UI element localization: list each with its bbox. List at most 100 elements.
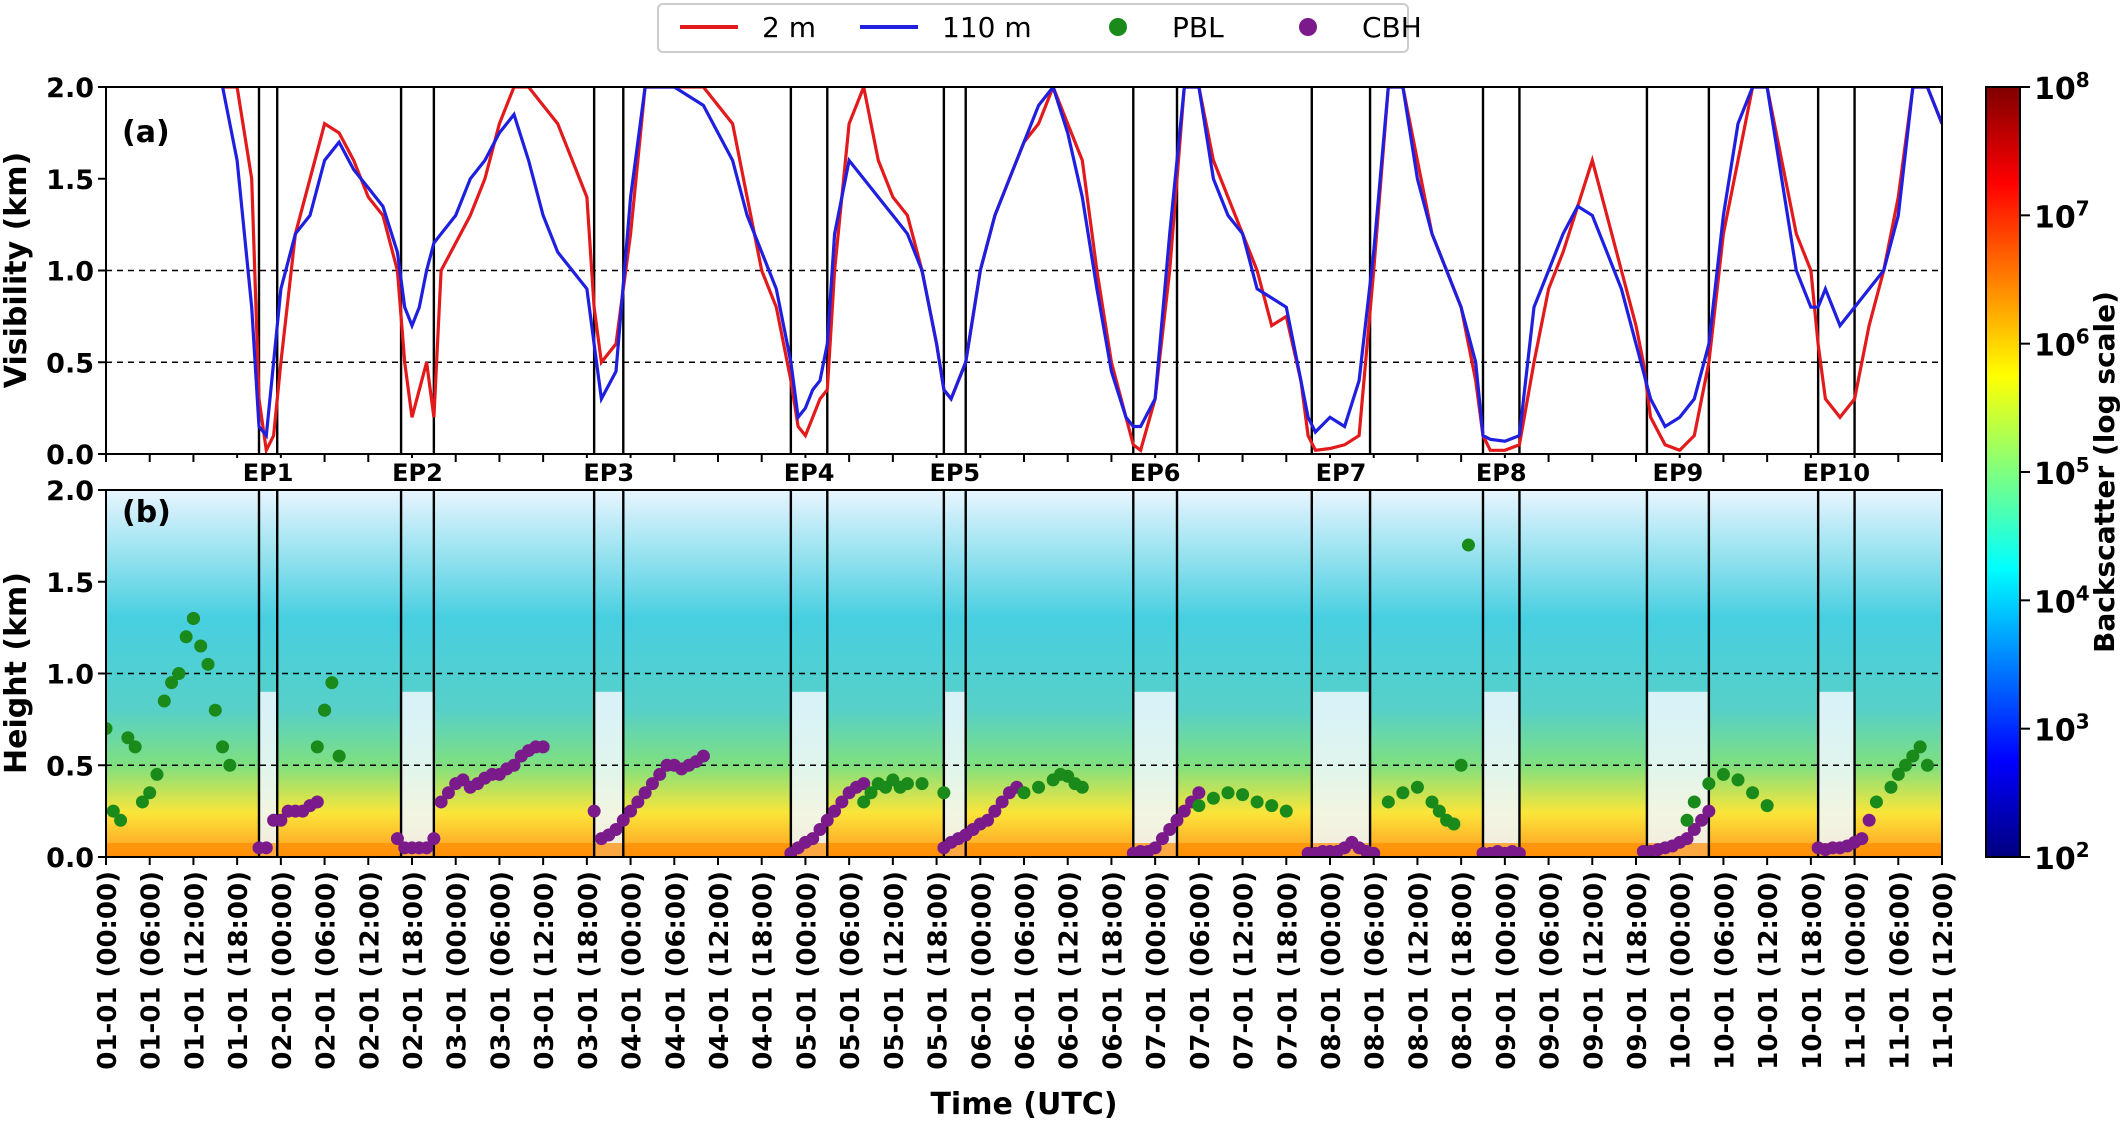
- cbh-point-17: [434, 795, 448, 809]
- x-tick-label-21: 06-01 (06:00): [1011, 871, 1041, 1070]
- x-tick-label-23: 06-01 (18:00): [1098, 871, 1128, 1070]
- cbh-point-74: [1155, 832, 1169, 846]
- pbl-point-10: [172, 667, 186, 680]
- x-tick-label-0: 01-01 (00:00): [93, 871, 123, 1070]
- colorbar-tick-label-3: 105: [2034, 453, 2090, 492]
- episode-label-bg-9: [1802, 458, 1871, 486]
- episode-label-2: EP3: [583, 459, 634, 487]
- legend-label-2: PBL: [1172, 11, 1224, 44]
- colorbar-tick-label-0: 102: [2034, 838, 2090, 877]
- x-axis-title: Time (UTC): [930, 1087, 1117, 1122]
- colorbar-ticks: 102 103 104 105 106 107 108: [2020, 68, 2090, 877]
- fog-band-9: [1818, 691, 1855, 857]
- pbl-point-3: [121, 731, 135, 745]
- x-tick-label-18: 05-01 (12:00): [880, 871, 910, 1070]
- panel-b-dashed-lines: [106, 672, 1942, 767]
- y-tick-label-2: 1.0: [46, 257, 94, 288]
- series-line-110m: [221, 87, 1942, 443]
- x-tick-label-5: 02-01 (06:00): [312, 871, 342, 1070]
- x-tick-label-1: 01-01 (06:00): [137, 871, 167, 1070]
- pbl-point-63: [1891, 767, 1905, 781]
- legend-label-1: 110 m: [942, 11, 1032, 44]
- cbh-point-53: [820, 813, 834, 827]
- cbh-point-58: [857, 777, 871, 791]
- y-tick-label-0: 0.0: [46, 440, 94, 471]
- y-tick-label-4: 2.0: [46, 476, 94, 507]
- x-tick-label-12: 04-01 (00:00): [618, 871, 648, 1070]
- legend-items: 2 m 110 m PBL CBH: [680, 11, 1422, 44]
- x-tick-label-7: 02-01 (18:00): [399, 871, 429, 1070]
- episode-label-1: EP2: [392, 459, 443, 487]
- cbh-point-37: [624, 804, 638, 818]
- pbl-point-48: [1425, 795, 1439, 809]
- y-tick-label-4: 2.0: [46, 73, 94, 104]
- series-line-2m: [222, 87, 1942, 454]
- legend-marker-3: [1299, 18, 1317, 36]
- x-tick-label-28: 08-01 (00:00): [1317, 871, 1347, 1070]
- colorbar-strip: [1985, 86, 2021, 858]
- cbh-point-2: [259, 841, 273, 855]
- pbl-point-7: [150, 767, 164, 781]
- pbl-point-12: [186, 611, 200, 625]
- episode-label-bg-5: [1121, 458, 1190, 486]
- episode-labels: EP1 EP2 EP3 EP4 EP5 EP6 EP7 EP8 EP9 EP10: [234, 458, 1871, 487]
- cbh-point-103: [1687, 822, 1701, 836]
- episode-label-3: EP4: [784, 459, 835, 487]
- x-tick-label-40: 11-01 (00:00): [1842, 871, 1872, 1070]
- cbh-point-65: [981, 813, 995, 827]
- pbl-point-67: [1920, 758, 1934, 772]
- x-tick-label-9: 03-01 (06:00): [486, 871, 516, 1070]
- pbl-point-28: [900, 777, 914, 791]
- pbl-point-0: [106, 722, 113, 736]
- pbl-point-5: [135, 795, 149, 809]
- pbl-point-21: [332, 749, 346, 763]
- pbl-point-15: [208, 703, 222, 717]
- pbl-point-2: [114, 813, 128, 827]
- x-tick-label-16: 05-01 (00:00): [792, 871, 822, 1070]
- pbl-point-41: [1236, 788, 1250, 802]
- pbl-point-38: [1192, 799, 1206, 813]
- panel-b-x-ticks: 01-01 (00:00) 01-01 (06:00) 01-01 (12:00) 0…: [93, 857, 1959, 1070]
- pbl-point-44: [1279, 804, 1293, 818]
- x-tick-label-29: 08-01 (06:00): [1361, 871, 1391, 1070]
- x-tick-label-34: 09-01 (12:00): [1579, 871, 1609, 1070]
- cbh-point-38: [631, 795, 645, 809]
- x-tick-label-19: 05-01 (18:00): [924, 871, 954, 1070]
- cbh-point-104: [1695, 813, 1709, 827]
- colorbar-tick-label-2: 104: [2034, 581, 2090, 620]
- y-tick-label-2: 1.0: [46, 660, 94, 691]
- colorbar-tick-label-6: 108: [2034, 68, 2090, 107]
- pbl-point-11: [179, 630, 193, 644]
- x-tick-label-32: 09-01 (00:00): [1492, 871, 1522, 1070]
- pbl-point-18: [310, 740, 324, 754]
- episode-label-7: EP8: [1476, 459, 1527, 487]
- cbh-point-105: [1702, 804, 1716, 818]
- pbl-point-49: [1432, 804, 1446, 818]
- pbl-point-14: [201, 657, 215, 671]
- cbh-point-32: [587, 804, 601, 818]
- x-tick-label-17: 05-01 (06:00): [836, 871, 866, 1070]
- episode-label-4: EP5: [929, 459, 980, 487]
- pbl-point-37: [1075, 780, 1089, 794]
- x-tick-label-27: 07-01 (18:00): [1273, 871, 1303, 1070]
- x-tick-label-35: 09-01 (18:00): [1623, 871, 1653, 1070]
- episode-label-bg-0: [234, 458, 303, 486]
- x-tick-label-33: 09-01 (06:00): [1536, 871, 1566, 1070]
- pbl-point-53: [1461, 538, 1475, 552]
- legend-label-0: 2 m: [762, 11, 816, 44]
- cbh-point-67: [995, 795, 1009, 809]
- y-tick-label-1: 0.5: [46, 348, 94, 379]
- episode-label-0: EP1: [243, 459, 294, 487]
- colorbar-tick-label-4: 106: [2034, 325, 2090, 364]
- x-tick-label-13: 04-01 (06:00): [661, 871, 691, 1070]
- x-tick-label-30: 08-01 (12:00): [1404, 871, 1434, 1070]
- cbh-point-52: [813, 822, 827, 836]
- panel-b-ylabel: Height (km): [0, 572, 34, 774]
- pbl-point-66: [1913, 740, 1927, 754]
- cbh-point-9: [310, 795, 324, 809]
- pbl-point-51: [1447, 817, 1461, 831]
- x-tick-label-22: 06-01 (12:00): [1055, 871, 1085, 1070]
- panel-b-y-ticks: 0.0 0.5 1.0 1.5 2.0: [46, 476, 106, 874]
- cbh-point-77: [1177, 804, 1191, 818]
